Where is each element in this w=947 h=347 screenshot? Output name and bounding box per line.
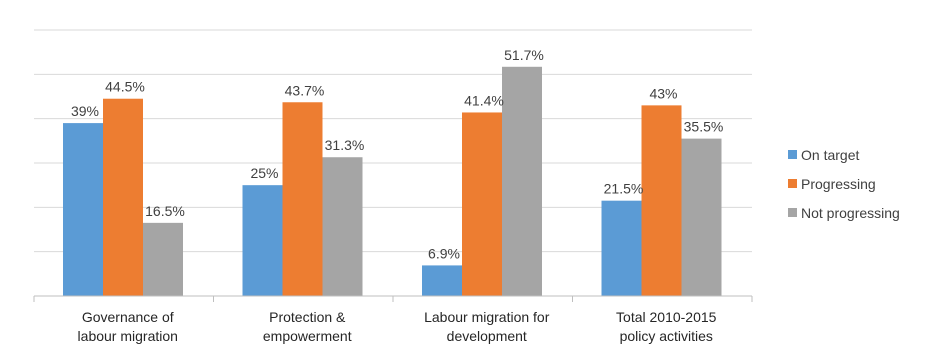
data-label-not-progressing-1: 16.5% xyxy=(145,203,185,219)
bar-on-target-1 xyxy=(63,123,103,296)
bar-not-progressing-1 xyxy=(143,222,183,296)
data-label-not-progressing-3: 51.7% xyxy=(504,47,544,63)
bar-not-progressing-4 xyxy=(681,138,722,296)
category-label-line: Governance of xyxy=(82,309,174,325)
data-labels: 39% 25% 6.9% 21.5% 44.5% 43.7% 41.4% 43% 16.5% 31… xyxy=(71,47,723,262)
category-label-line: Protection & xyxy=(269,309,346,325)
data-label-on-target-4: 21.5% xyxy=(604,181,644,197)
bar-progressing-4 xyxy=(641,105,682,296)
category-label-line: Labour migration for xyxy=(424,309,550,325)
legend-swatch-on-target xyxy=(788,150,797,159)
data-label-on-target-1: 39% xyxy=(71,103,99,119)
bar-progressing-1 xyxy=(103,98,143,296)
category-label-line: labour migration xyxy=(78,328,178,344)
data-label-on-target-3: 6.9% xyxy=(428,245,460,261)
category-label-2: Protection & empowerment xyxy=(263,309,352,344)
category-label-line: development xyxy=(447,328,527,344)
category-label-1: Governance of labour migration xyxy=(78,309,178,344)
legend-label-on-target: On target xyxy=(801,147,859,163)
legend-label-progressing: Progressing xyxy=(801,176,876,192)
data-label-not-progressing-4: 35.5% xyxy=(684,119,724,135)
bar-not-progressing-2 xyxy=(322,157,363,296)
category-labels: Governance of labour migration Protection … xyxy=(78,309,717,344)
bar-progressing-2 xyxy=(282,102,323,296)
bar-progressing-3 xyxy=(462,112,502,297)
data-label-not-progressing-2: 31.3% xyxy=(325,137,365,153)
category-label-line: empowerment xyxy=(263,328,352,344)
data-label-progressing-2: 43.7% xyxy=(285,82,325,98)
category-label-line: Total 2010-2015 xyxy=(616,309,717,325)
category-label-4: Total 2010-2015 policy activities xyxy=(616,309,717,344)
legend-label-not-progressing: Not progressing xyxy=(801,205,900,221)
data-label-progressing-4: 43% xyxy=(649,85,677,101)
bar-on-target-4 xyxy=(601,200,642,296)
legend-swatch-not-progressing xyxy=(788,208,797,217)
data-label-progressing-1: 44.5% xyxy=(105,79,145,95)
legend: On target Progressing Not progressing xyxy=(788,147,900,221)
legend-swatch-progressing xyxy=(788,179,797,188)
bar-on-target-3 xyxy=(422,265,462,296)
data-label-on-target-2: 25% xyxy=(250,165,278,181)
bars xyxy=(63,66,722,297)
bar-on-target-2 xyxy=(242,185,283,296)
category-label-line: policy activities xyxy=(620,328,713,344)
category-label-3: Labour migration for development xyxy=(424,309,550,344)
x-axis xyxy=(33,295,753,302)
data-label-progressing-3: 41.4% xyxy=(464,92,504,108)
bar-not-progressing-3 xyxy=(502,66,542,297)
